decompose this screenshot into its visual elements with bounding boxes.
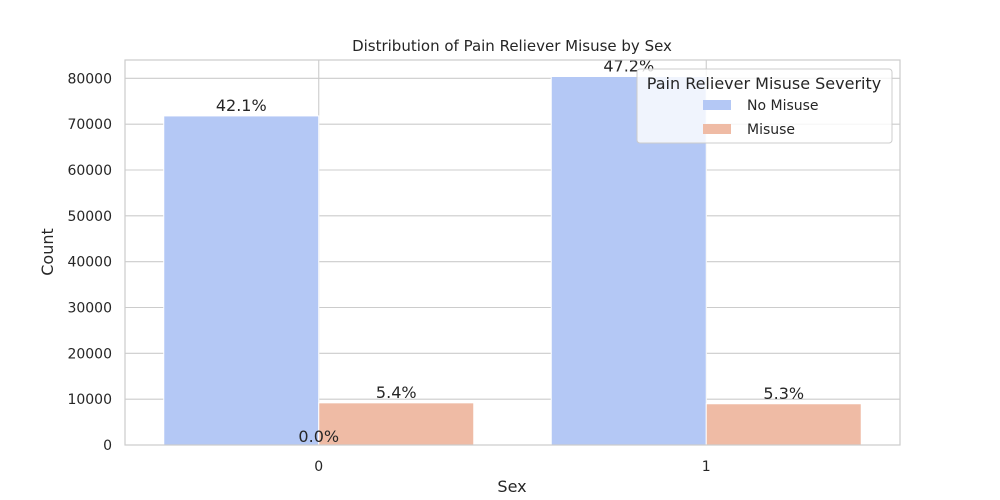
legend-label-no-misuse: No Misuse	[747, 98, 819, 114]
y-axis-label: Count	[38, 228, 57, 276]
legend-swatch-misuse	[703, 124, 731, 134]
y-axis-ticks: 0 10000 20000 30000 40000 50000 60000 70000 8000…	[67, 71, 112, 454]
bar-value-label: 5.3%	[763, 384, 804, 403]
bar	[318, 402, 475, 446]
y-tick-label: 50000	[67, 209, 112, 225]
chart-title: Distribution of Pain Reliever Misuse by …	[352, 37, 672, 55]
legend-title: Pain Reliever Misuse Severity	[647, 74, 881, 93]
legend-swatch-no-misuse	[703, 100, 731, 110]
legend-frame	[636, 68, 893, 144]
y-tick-label: 80000	[67, 71, 112, 87]
legend: Pain Reliever Misuse Severity No Misuse …	[636, 68, 893, 144]
x-axis-label: Sex	[497, 477, 526, 496]
y-tick-label: 30000	[67, 301, 112, 317]
legend-label-misuse: Misuse	[747, 122, 795, 138]
y-tick-label: 10000	[67, 392, 112, 408]
y-tick-label: 0	[103, 438, 112, 454]
bar-value-label: 5.4%	[376, 383, 417, 402]
x-tick-label: 0	[314, 459, 323, 475]
plot-frame	[124, 59, 901, 446]
bar-value-label: 42.1%	[216, 96, 267, 115]
bar	[163, 115, 320, 446]
y-tick-label: 20000	[67, 346, 112, 362]
bar	[705, 403, 862, 446]
y-tick-label: 40000	[67, 255, 112, 271]
y-tick-label: 70000	[67, 117, 112, 133]
zero-value-label: 0.0%	[298, 427, 339, 446]
y-tick-label: 60000	[67, 163, 112, 179]
data-labels: 42.1%47.2%5.4% 5.3%0.0%	[216, 57, 804, 447]
x-tick-label: 1	[702, 459, 711, 475]
